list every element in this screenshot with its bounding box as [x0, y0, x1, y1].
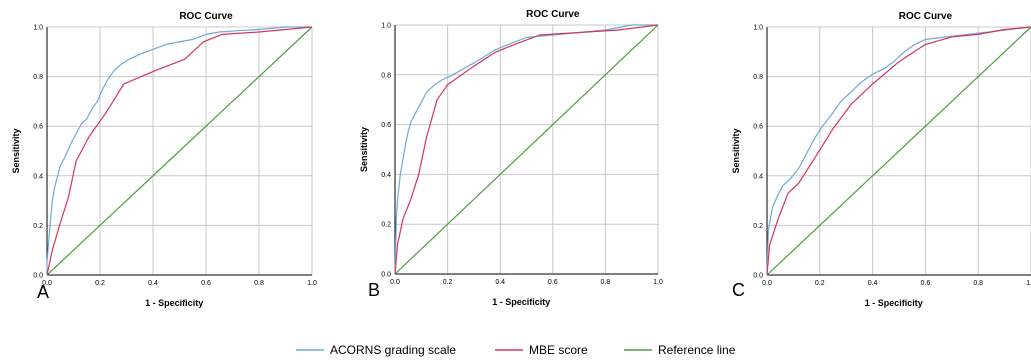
- y-tick-label: 0.2: [753, 223, 763, 230]
- x-tick-label: 1.0: [307, 280, 317, 287]
- y-tick-label: 0.0: [381, 272, 391, 279]
- y-axis-label: Sensitivity: [731, 128, 741, 173]
- y-tick-label: 0.8: [753, 74, 763, 81]
- roc-panel-c: 0.0 0.2 0.4 0.6 0.8 1.0 0.0 0.2 0.4 0.6 0.8 1.0 ROC …: [731, 11, 1031, 308]
- chart-title: ROC Curve: [526, 9, 580, 20]
- panels-group: 0.0 0.2 0.4 0.6 0.8 1.0 0.0 0.2 0.4 0.6 0.8 1.0 ROC …: [11, 9, 1031, 308]
- legend: ACORNS grading scale MBE score Reference l…: [296, 343, 736, 357]
- y-tick-label: 1.0: [753, 25, 763, 32]
- series-line-mbe-score: [394, 24, 659, 275]
- y-tick-label: 0.4: [33, 173, 43, 180]
- series-line-mbe-score: [46, 26, 313, 276]
- x-axis-label: 1 - Specificity: [865, 298, 923, 308]
- roc-panel-a: 0.0 0.2 0.4 0.6 0.8 1.0 0.0 0.2 0.4 0.6 0.8 1.0 ROC …: [11, 11, 317, 308]
- y-tick-label: 0.6: [33, 124, 43, 131]
- x-tick-label: 0.6: [548, 279, 558, 286]
- chart-title: ROC Curve: [899, 11, 953, 22]
- y-tick-label: 0.6: [753, 124, 763, 131]
- x-tick-label: 0.2: [95, 280, 105, 287]
- series-line-acorns-grading-scale: [46, 26, 312, 275]
- legend-item-mbe-score: MBE score: [495, 343, 588, 357]
- x-tick-label: 0.4: [148, 280, 158, 287]
- x-tick-label: 1.0: [1026, 280, 1031, 287]
- series-line-acorns-grading-scale: [394, 24, 658, 275]
- series-line-reference-line: [394, 24, 659, 275]
- series-line-acorns-grading-scale: [766, 26, 1031, 276]
- chart-title: ROC Curve: [179, 11, 233, 22]
- panel-letter: A: [37, 282, 49, 302]
- x-tick-label: 0.0: [762, 280, 772, 287]
- y-tick-label: 0.2: [33, 223, 43, 230]
- x-tick-label: 0.6: [201, 280, 211, 287]
- x-tick-label: 0.0: [42, 280, 52, 287]
- y-tick-label: 1.0: [381, 23, 391, 30]
- x-tick-label: 0.6: [921, 280, 931, 287]
- y-tick-label: 0.2: [381, 222, 391, 229]
- y-tick-label: 0.8: [381, 72, 391, 79]
- legend-label: MBE score: [529, 343, 588, 357]
- x-axis-label: 1 - Specificity: [492, 297, 550, 307]
- x-tick-label: 0.4: [868, 280, 878, 287]
- x-tick-label: 0.8: [973, 280, 983, 287]
- y-tick-label: 0.4: [381, 172, 391, 179]
- panel-letter: B: [368, 280, 380, 300]
- y-tick-label: 0.6: [381, 122, 391, 129]
- x-tick-label: 0.8: [601, 279, 611, 286]
- x-tick-label: 0.0: [390, 279, 400, 286]
- legend-item-acorns-grading-scale: ACORNS grading scale: [296, 343, 456, 357]
- y-tick-label: 0.4: [753, 173, 763, 180]
- legend-label: ACORNS grading scale: [330, 343, 456, 357]
- legend-item-reference-line: Reference line: [624, 343, 736, 357]
- y-tick-label: 0.0: [33, 273, 43, 280]
- x-tick-label: 1.0: [653, 279, 663, 286]
- y-axis-label: Sensitivity: [359, 127, 369, 172]
- y-tick-label: 0.8: [33, 74, 43, 81]
- roc-panel-b: 0.0 0.2 0.4 0.6 0.8 1.0 0.0 0.2 0.4 0.6 0.8 1.0 ROC …: [359, 9, 663, 307]
- series-line-reference-line: [46, 26, 313, 276]
- x-tick-label: 0.8: [254, 280, 264, 287]
- y-tick-label: 1.0: [33, 25, 43, 32]
- x-axis-label: 1 - Specificity: [145, 298, 203, 308]
- x-tick-label: 0.4: [495, 279, 505, 286]
- legend-label: Reference line: [658, 343, 736, 357]
- y-axis-label: Sensitivity: [11, 128, 21, 173]
- x-tick-label: 0.2: [443, 279, 453, 286]
- series-line-mbe-score: [766, 26, 1031, 276]
- series-line-reference-line: [766, 26, 1031, 276]
- x-tick-label: 0.2: [815, 280, 825, 287]
- panel-letter: C: [732, 280, 745, 300]
- y-tick-label: 0.0: [753, 273, 763, 280]
